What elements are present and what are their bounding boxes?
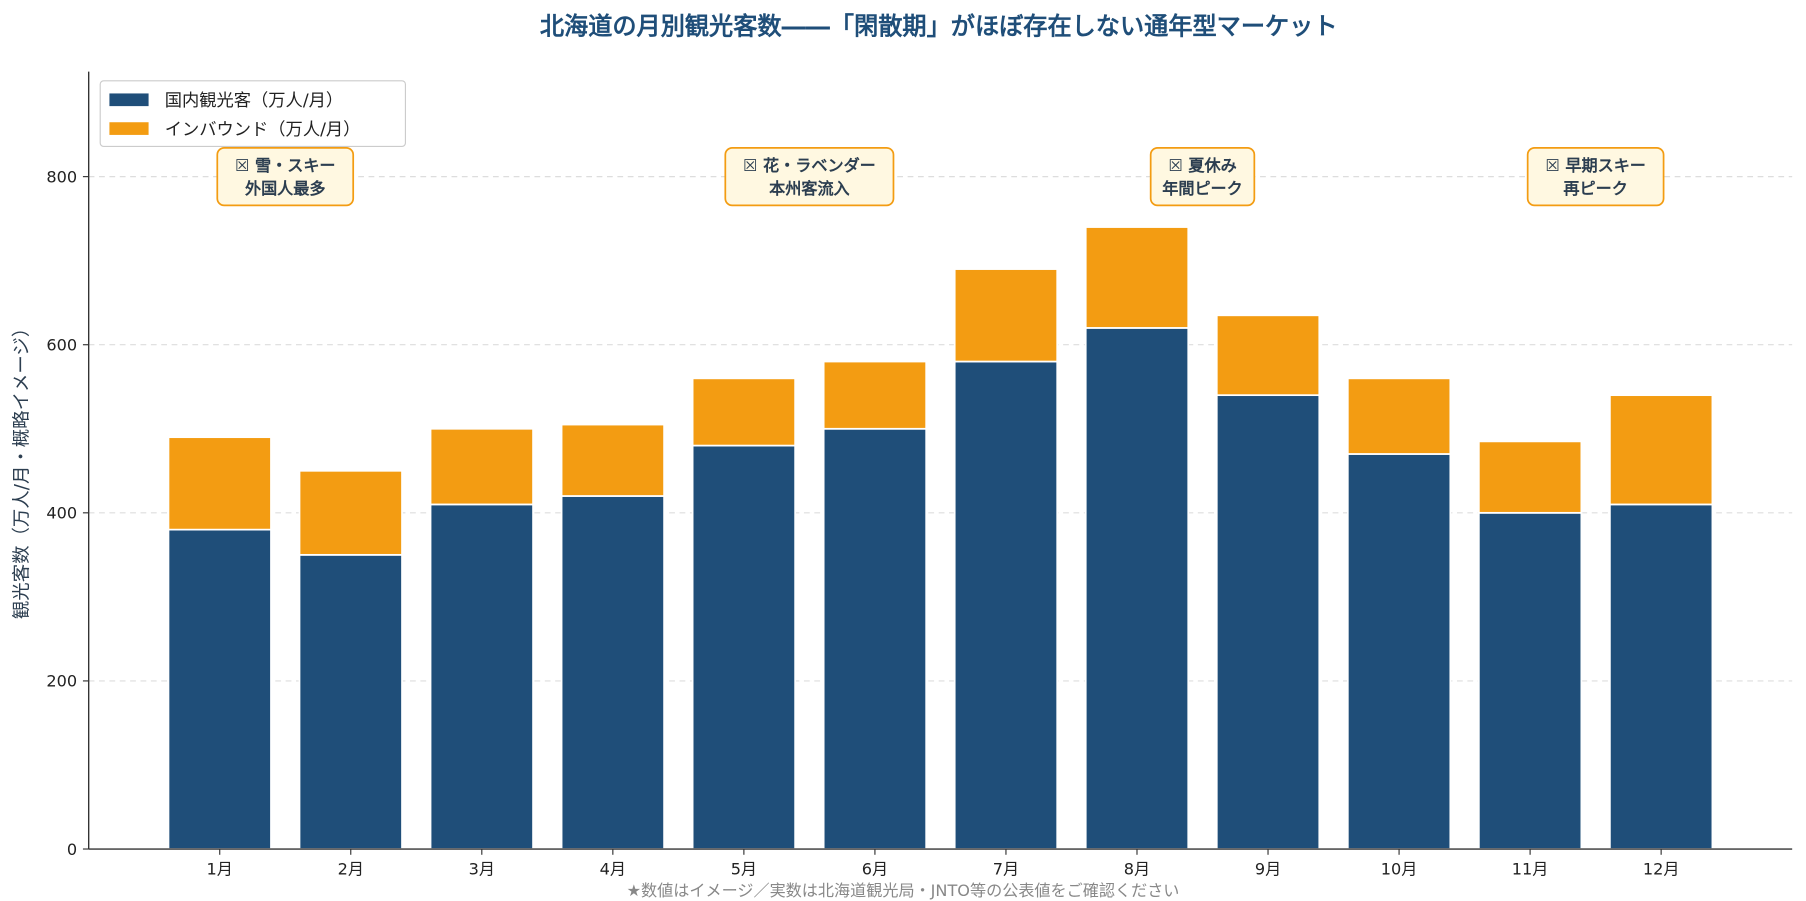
annotation-text: ☒ 雪・スキー	[235, 156, 336, 175]
x-tick-label: 2月	[338, 859, 364, 878]
legend-swatch-inbound	[109, 122, 149, 135]
annotation-frame	[1149, 146, 1256, 207]
bar-domestic	[1084, 327, 1190, 850]
bar-domestic	[560, 495, 665, 850]
x-tick-label: 8月	[1124, 859, 1150, 878]
bar-inbound	[429, 427, 534, 506]
y-tick-label: 600	[46, 335, 77, 354]
legend: 国内観光客（万人/月） インバウンド（万人/月）	[99, 80, 407, 148]
annotation-frame	[724, 146, 895, 207]
x-tick-label: 7月	[993, 859, 1019, 878]
annotation-frame	[1526, 146, 1665, 207]
bar-inbound	[1215, 314, 1321, 397]
annotation-frame	[216, 146, 355, 207]
annotation-text: ☒ 早期スキー	[1545, 156, 1646, 175]
legend-label-inbound: インバウンド（万人/月）	[165, 120, 361, 140]
x-tick-label: 12月	[1643, 859, 1680, 878]
annotation-text: 本州客流入	[769, 179, 850, 198]
legend-frame	[99, 80, 407, 148]
bar-domestic	[1609, 503, 1714, 850]
annotation-text: 年間ピーク	[1162, 179, 1243, 198]
x-tick-label: 10月	[1381, 859, 1418, 878]
bar-inbound	[1477, 440, 1583, 514]
bar-inbound	[1084, 226, 1190, 329]
legend-swatch-domestic	[109, 93, 149, 107]
bar-inbound	[822, 360, 928, 430]
bar-domestic	[298, 553, 403, 850]
bar-domestic	[691, 444, 796, 850]
bar-inbound	[560, 423, 665, 497]
annotation-text: ☒ 夏休み	[1168, 156, 1236, 175]
axes: 0 200 400 600 800 1月 2月 3月 4月 5月 6月 7月 8月 9月 10月 11月 12月	[46, 71, 1793, 878]
bars	[167, 226, 1714, 850]
y-axis-label: 観光客数（万人/月・概略イメージ）	[12, 319, 33, 619]
bar-domestic	[1346, 453, 1452, 850]
bar-domestic	[1477, 511, 1583, 850]
y-tick-label: 400	[46, 504, 77, 523]
x-tick-label: 6月	[862, 859, 888, 878]
x-tick-label: 1月	[207, 859, 233, 878]
bar-inbound	[691, 377, 796, 447]
bar-domestic	[1215, 394, 1321, 850]
annotation-text: 外国人最多	[245, 179, 326, 198]
y-tick-label: 200	[46, 672, 77, 691]
bar-domestic	[822, 427, 928, 850]
bar-domestic	[167, 528, 272, 850]
annotation-text: 再ピーク	[1563, 179, 1627, 198]
bar-domestic	[953, 360, 1059, 850]
bar-inbound	[953, 268, 1059, 363]
y-tick-label: 0	[67, 840, 77, 859]
chart-title: 北海道の月別観光客数――「閑散期」がほぼ存在しない通年型マーケット	[540, 13, 1338, 41]
annotation-text: ☒ 花・ラベンダー	[743, 156, 876, 175]
x-tick-label: 11月	[1512, 859, 1549, 878]
bar-domestic	[429, 503, 534, 850]
bar-inbound	[1609, 394, 1714, 506]
x-tick-label: 4月	[600, 859, 626, 878]
bar-inbound	[167, 436, 272, 531]
x-tick-label: 9月	[1255, 859, 1281, 878]
x-tick-label: 5月	[731, 859, 757, 878]
x-tick-label: 3月	[469, 859, 495, 878]
legend-label-domestic: 国内観光客（万人/月）	[165, 91, 343, 111]
y-tick-label: 800	[46, 167, 77, 186]
bar-inbound	[298, 469, 403, 556]
footnote: ★数値はイメージ／実数は北海道観光局・JNTO等の公表値をご確認ください	[627, 881, 1180, 900]
bar-inbound	[1346, 377, 1452, 455]
